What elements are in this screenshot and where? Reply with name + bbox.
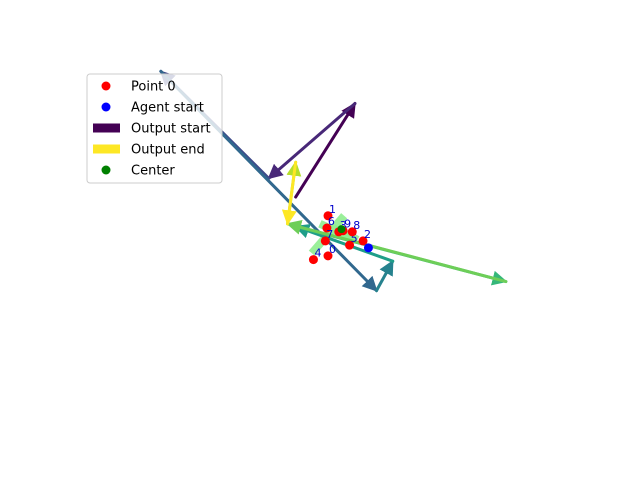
legend-label-2: Output start bbox=[131, 122, 211, 137]
point-label-5: 5 bbox=[351, 232, 358, 245]
point-label-2: 2 bbox=[364, 228, 371, 241]
path-arrow-0 bbox=[294, 101, 357, 199]
point-1 bbox=[323, 211, 333, 221]
point-label-8: 8 bbox=[353, 219, 360, 232]
legend: Point 0 Agent start Output start Output end… bbox=[86, 73, 223, 184]
point-label-3: 3 bbox=[340, 219, 347, 232]
legend-swatch-2 bbox=[93, 123, 120, 133]
point-label-9: 9 bbox=[344, 218, 351, 231]
path-arrow-5 bbox=[294, 223, 395, 263]
point-label-6: 6 bbox=[328, 215, 335, 228]
legend-swatch-0 bbox=[101, 81, 111, 91]
path-arrow-7 bbox=[286, 219, 508, 284]
path-arrow-1 bbox=[267, 101, 357, 180]
point-4 bbox=[308, 255, 318, 265]
point-7 bbox=[320, 236, 330, 246]
point-2 bbox=[358, 236, 368, 246]
legend-label-4: Center bbox=[131, 164, 175, 179]
legend-swatch-1 bbox=[101, 102, 111, 112]
point-label-7: 7 bbox=[326, 228, 333, 241]
center-point bbox=[337, 225, 346, 234]
point-label-0: 0 bbox=[329, 243, 336, 256]
point-label-1: 1 bbox=[329, 203, 336, 216]
path-arrow-4 bbox=[375, 259, 395, 293]
legend-frame bbox=[86, 73, 223, 184]
point-0 bbox=[323, 251, 333, 261]
path-arrow-9 bbox=[281, 160, 298, 226]
legend-label-3: Output end bbox=[131, 143, 205, 158]
legend-label-1: Agent start bbox=[131, 101, 204, 116]
point-label-4: 4 bbox=[314, 247, 321, 260]
legend-swatch-4 bbox=[101, 165, 111, 175]
legend-label-0: Point 0 bbox=[131, 80, 176, 95]
point-8 bbox=[347, 227, 357, 237]
point-6 bbox=[322, 223, 332, 233]
legend-swatch-3 bbox=[93, 144, 120, 154]
point-5 bbox=[345, 240, 355, 250]
agent-start-point bbox=[363, 243, 373, 253]
